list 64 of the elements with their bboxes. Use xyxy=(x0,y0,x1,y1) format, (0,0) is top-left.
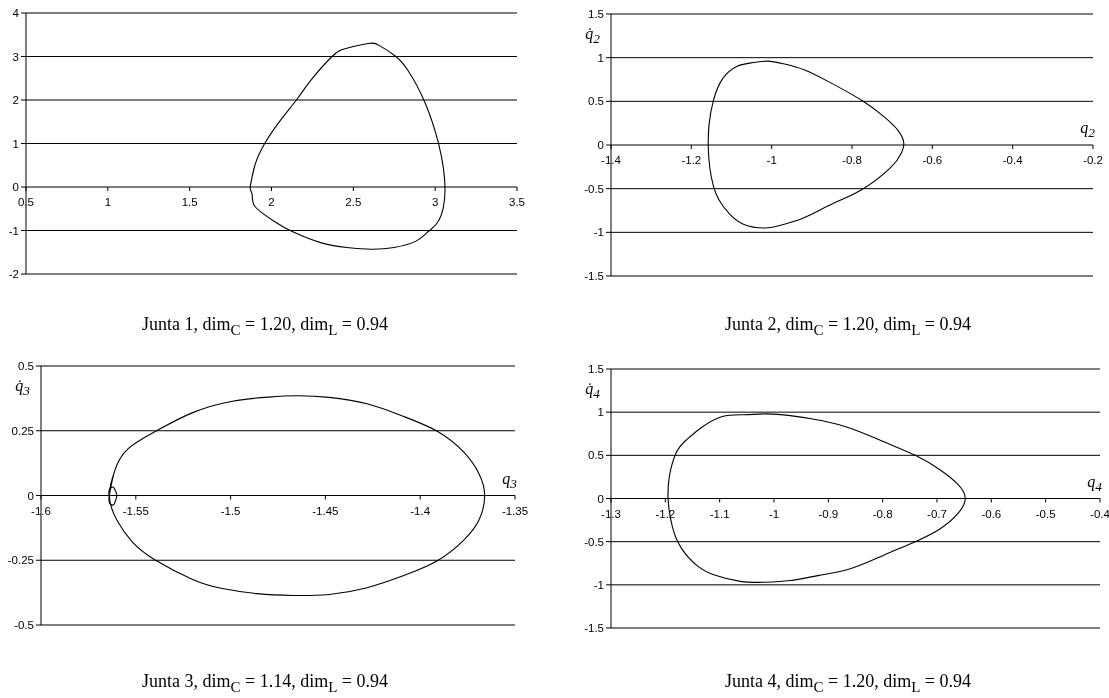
x-tick-label: 2.5 xyxy=(345,196,362,208)
x-tick-label: 1.5 xyxy=(181,196,198,208)
x-tick-label: -1.35 xyxy=(501,504,529,517)
x-axis-title: q$_{3}$ xyxy=(501,469,517,493)
x-tick-label: -0.8 xyxy=(872,507,893,520)
y-tick-label: 3 xyxy=(12,50,19,63)
y-tick-label: 1 xyxy=(597,51,604,64)
x-tick-label: 2 xyxy=(268,196,275,208)
y-tick-label: -1 xyxy=(8,224,19,237)
x-tick-label: -1.4 xyxy=(601,154,622,166)
x-tick-label: 3.5 xyxy=(509,196,525,208)
y-tick-label: -1 xyxy=(593,226,604,239)
x-tick-label: -1.4 xyxy=(410,504,431,517)
text: Junta 3, dim$_{C}$ = 1.14, dim$_{L}$ = 0.94 xyxy=(141,670,389,697)
x-tick-label: -0.7 xyxy=(927,507,947,520)
y-tick-label: 0 xyxy=(27,489,34,502)
x-axis-title: q$_{4}$ xyxy=(1086,472,1102,496)
y-axis-title: q̇$_{2}$ xyxy=(584,25,600,49)
x-tick-label: -0.6 xyxy=(922,154,943,166)
text: Junta 1, dim$_{C}$ = 1.20, dim$_{L}$ = 0.94 xyxy=(141,313,389,340)
y-tick-label: -1 xyxy=(593,578,604,591)
y-tick-label: -0.25 xyxy=(7,554,34,567)
x-tick-label: -1.55 xyxy=(122,504,149,517)
y-tick-label: 1.5 xyxy=(588,363,604,376)
y-axis-title: q̇$_{4}$ xyxy=(584,380,600,404)
y-tick-label: -0.5 xyxy=(584,535,604,548)
y-tick-label: 0.25 xyxy=(11,424,34,437)
x-tick-label: -1 xyxy=(766,154,777,166)
x-tick-label: -0.6 xyxy=(981,507,1002,520)
y-tick-label: 0 xyxy=(597,492,604,505)
x-tick-label: -1 xyxy=(768,507,780,520)
y-tick-label: -1.5 xyxy=(584,622,604,635)
x-tick-label: 3 xyxy=(431,196,439,208)
y-tick-label: 0 xyxy=(597,139,604,152)
y-tick-label: -2 xyxy=(8,268,19,281)
y-tick-label: 4 xyxy=(12,7,20,20)
x-tick-label: -0.4 xyxy=(1002,154,1024,166)
y-tick-label: 1 xyxy=(12,137,19,150)
x-tick-label: -1.3 xyxy=(601,507,621,520)
x-tick-label: 1 xyxy=(104,196,112,208)
y-tick-label: -0.5 xyxy=(14,619,34,632)
y-tick-label: 0.5 xyxy=(18,360,34,373)
x-tick-label: -0.2 xyxy=(1083,154,1103,166)
x-tick-label: -1.1 xyxy=(709,507,730,520)
y-axis-title: q̇$_{3}$ xyxy=(14,377,30,401)
x-tick-label: -0.9 xyxy=(818,507,839,520)
y-tick-label: 2 xyxy=(12,94,19,107)
y-tick-label: 0.5 xyxy=(588,449,604,462)
y-tick-label: 0.5 xyxy=(588,95,604,108)
x-axis-title: q$_{2}$ xyxy=(1079,119,1095,143)
y-tick-label: -1.5 xyxy=(584,270,604,283)
text: Junta 4, dim$_{C}$ = 1.20, dim$_{L}$ = 0.94 xyxy=(724,670,972,697)
y-tick-label: 0 xyxy=(12,181,19,194)
x-tick-label: -1.6 xyxy=(31,504,51,517)
x-tick-label: -0.5 xyxy=(1035,507,1056,520)
x-tick-label: -1.2 xyxy=(681,154,702,166)
y-tick-label: 1.5 xyxy=(588,8,604,21)
x-tick-label: -1.5 xyxy=(220,504,241,517)
y-tick-label: 1 xyxy=(597,406,604,419)
text: Junta 2, dim$_{C}$ = 1.20, dim$_{L}$ = 0.94 xyxy=(724,313,972,340)
x-tick-label: -0.8 xyxy=(842,154,862,166)
y-tick-label: -0.5 xyxy=(584,182,604,195)
x-tick-label: -1.45 xyxy=(312,504,339,517)
x-tick-label: -0.4 xyxy=(1090,507,1109,520)
